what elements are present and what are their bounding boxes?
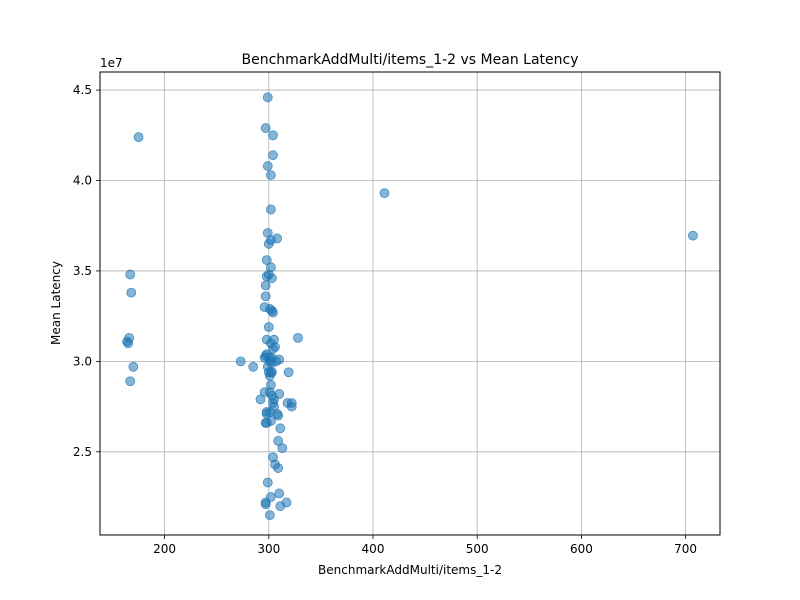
scatter-point (128, 361, 139, 372)
scatter-point (265, 204, 276, 215)
scatter-point (379, 188, 390, 199)
x-tick-label: 700 (674, 542, 697, 556)
y-tick-label: 3.0 (73, 354, 92, 368)
y-tick-label: 4.0 (73, 174, 92, 188)
scatter-point (274, 488, 285, 499)
scatter-point (273, 410, 284, 421)
scatter-point (273, 436, 284, 446)
scatter-point (261, 271, 272, 282)
scatter-point (286, 401, 297, 412)
scatter-point (235, 356, 246, 367)
scatter-point (264, 370, 275, 381)
y-tick-label: 4.5 (73, 83, 92, 97)
x-axis-ticks: 200 300 400 500 600 700 (153, 535, 697, 556)
plot-frame (99, 71, 721, 536)
scatter-point (264, 510, 275, 521)
scatter-point (688, 230, 698, 241)
y-axis-label: Mean Latency (49, 261, 63, 345)
data-points (122, 92, 698, 521)
chart-title: BenchmarkAddMulti/items_1-2 vs Mean Late… (242, 52, 579, 68)
scatter-point (293, 332, 303, 343)
scatter-point (262, 161, 273, 171)
scatter-point (277, 443, 288, 454)
scatter-point (260, 291, 271, 302)
x-tick-label: 600 (570, 542, 593, 556)
x-tick-label: 400 (362, 542, 385, 556)
scatter-point (273, 463, 284, 473)
scatter-point (263, 322, 274, 332)
scatter-point (262, 477, 273, 488)
scatter-point (125, 269, 136, 280)
scatter-point (268, 130, 278, 141)
y-axis-multiplier: 1e7 (100, 56, 123, 70)
scatter-point (283, 367, 294, 378)
scatter-point (260, 280, 271, 291)
x-tick-label: 500 (466, 542, 489, 556)
y-axis-ticks: 2.5 3.0 3.5 4.0 4.5 (73, 83, 100, 459)
scatter-point (261, 255, 272, 265)
scatter-point (275, 501, 286, 511)
x-tick-label: 300 (257, 542, 280, 556)
scatter-point (260, 499, 271, 510)
y-tick-label: 3.5 (73, 264, 92, 278)
scatter-point (263, 238, 274, 249)
scatter-point (260, 123, 271, 133)
scatter-point (255, 394, 266, 405)
scatter-point (265, 416, 276, 426)
x-tick-label: 200 (153, 542, 176, 556)
scatter-point (268, 150, 278, 161)
scatter-point (126, 287, 137, 298)
scatter-point (125, 376, 136, 387)
scatter-point (248, 361, 259, 372)
scatter-point (268, 307, 278, 318)
scatter-point (275, 423, 286, 434)
scatter-point (262, 92, 273, 103)
scatter-point (259, 387, 270, 398)
scatter-point (133, 132, 144, 143)
grid-lines (100, 72, 720, 535)
x-axis-label: BenchmarkAddMulti/items_1-2 (318, 563, 502, 577)
y-tick-label: 2.5 (73, 445, 92, 459)
scatter-point (265, 170, 276, 180)
scatter-point (274, 354, 285, 365)
scatter-point (123, 338, 134, 349)
